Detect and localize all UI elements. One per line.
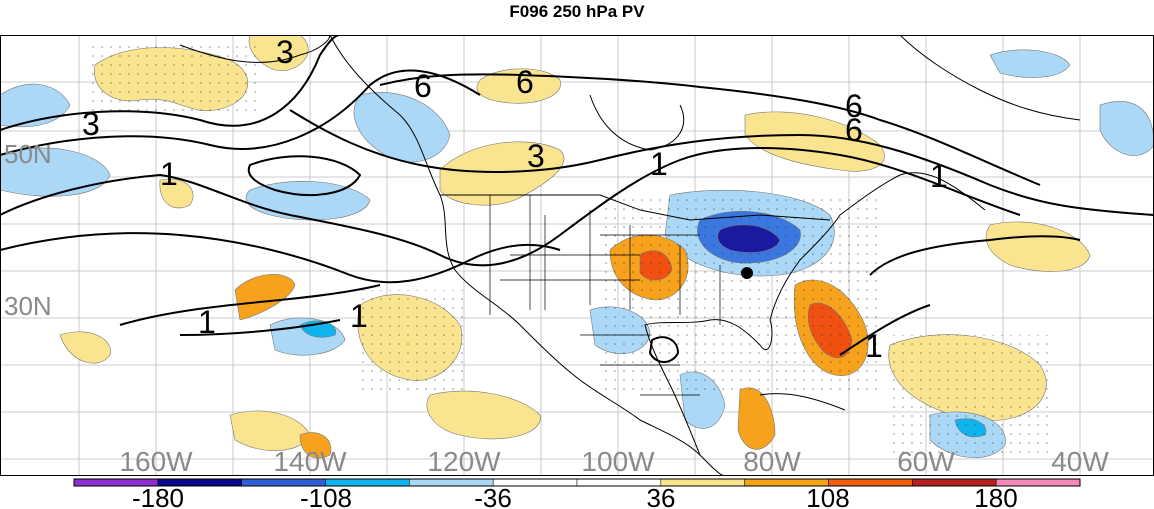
hudson-bay <box>589 94 685 151</box>
lon-label: 80W <box>743 446 801 476</box>
contour-1-atl-south <box>839 304 931 356</box>
contour-labels: 3 3 6 6 3 6 6 1 1 1 1 1 1 <box>82 35 948 364</box>
contour-label: 1 <box>350 298 368 334</box>
canada-us-border <box>440 194 831 221</box>
colorbar-label: -108 <box>300 483 352 509</box>
lon-label: 160W <box>119 446 193 476</box>
colorbar-label: -180 <box>132 483 184 509</box>
contour-label: 6 <box>845 88 863 124</box>
coastlines-borders <box>179 35 1081 476</box>
colorbar-label: 36 <box>647 483 676 509</box>
lon-label: 40W <box>1051 446 1109 476</box>
contour-3-west <box>0 35 341 131</box>
north-america-coast <box>329 35 726 476</box>
contour-1-pac-south <box>179 319 341 336</box>
pos-patch-atl-mid <box>985 221 1091 272</box>
lon-labels: 160W 140W 120W 100W 80W 60W 40W <box>119 446 1109 476</box>
contour-label: 6 <box>414 68 432 104</box>
pos-mid-small <box>299 432 332 459</box>
lat-label-50n: 50N <box>4 139 52 169</box>
neg-patch-pac-north <box>0 147 111 197</box>
pos-patch-east-pac <box>426 390 541 440</box>
lon-label: 120W <box>427 446 501 476</box>
lon-label: 60W <box>897 446 955 476</box>
colorbar-label: 180 <box>974 483 1017 509</box>
contour-label: 1 <box>930 158 948 194</box>
neg-patch-greenland <box>989 49 1071 78</box>
contour-label: 3 <box>82 106 100 142</box>
contour-1-south <box>0 232 561 284</box>
lon-label: 100W <box>581 446 655 476</box>
contour-label: 3 <box>527 138 545 174</box>
lat-labels: 50N 30N <box>4 139 52 321</box>
pv-anomaly-map: 3 3 6 6 3 6 6 1 1 1 1 1 1 50N 30N 160W 1… <box>0 35 1154 476</box>
greenland-coast <box>899 35 1081 121</box>
contour-label: 1 <box>865 328 883 364</box>
cuba <box>759 393 846 411</box>
neg-patch-gulf-ak <box>353 92 451 163</box>
lon-label: 140W <box>273 446 347 476</box>
pos-mid-pac <box>234 274 296 321</box>
contour-label: 1 <box>160 156 178 192</box>
contour-label: 6 <box>845 112 863 148</box>
colorbar-frame <box>73 478 1081 487</box>
contour-6 <box>379 73 1041 186</box>
lat-label-30n: 30N <box>4 291 52 321</box>
pos-patch-hudson <box>476 68 561 104</box>
contour-3-mid <box>289 109 1154 216</box>
contour-1-north <box>0 147 1021 267</box>
contour-label: 3 <box>276 35 294 70</box>
colorbar: -180 -108 -36 36 108 180 <box>73 478 1081 509</box>
stippling <box>90 45 1050 455</box>
pos-patch-canada <box>439 141 565 206</box>
contour-3-outer <box>0 69 481 156</box>
colorbar-label: -36 <box>474 483 512 509</box>
pos-patch-pac-north <box>159 178 194 209</box>
colorbar-labels: -180 -108 -36 36 108 180 <box>132 483 1018 509</box>
alaska-coast <box>179 35 331 63</box>
marker-dot <box>741 267 753 279</box>
mexico-central <box>580 334 700 396</box>
pv-contours <box>0 35 1154 363</box>
contour-label: 1 <box>650 146 668 182</box>
contour-label: 6 <box>516 64 534 100</box>
map-title: F096 250 hPa PV <box>509 2 645 21</box>
contour-1-caribbean-loop <box>648 336 680 363</box>
colorbar-cells <box>73 478 1081 487</box>
contour-label: 1 <box>198 304 216 340</box>
pos-patch-pac-central <box>59 331 111 364</box>
contour-1-subtropical <box>119 284 381 326</box>
colorbar-label: 108 <box>806 483 849 509</box>
contour-1-atlantic <box>869 235 1081 276</box>
gulf-coast <box>644 172 986 456</box>
contour-1-closed-pac <box>247 155 362 196</box>
